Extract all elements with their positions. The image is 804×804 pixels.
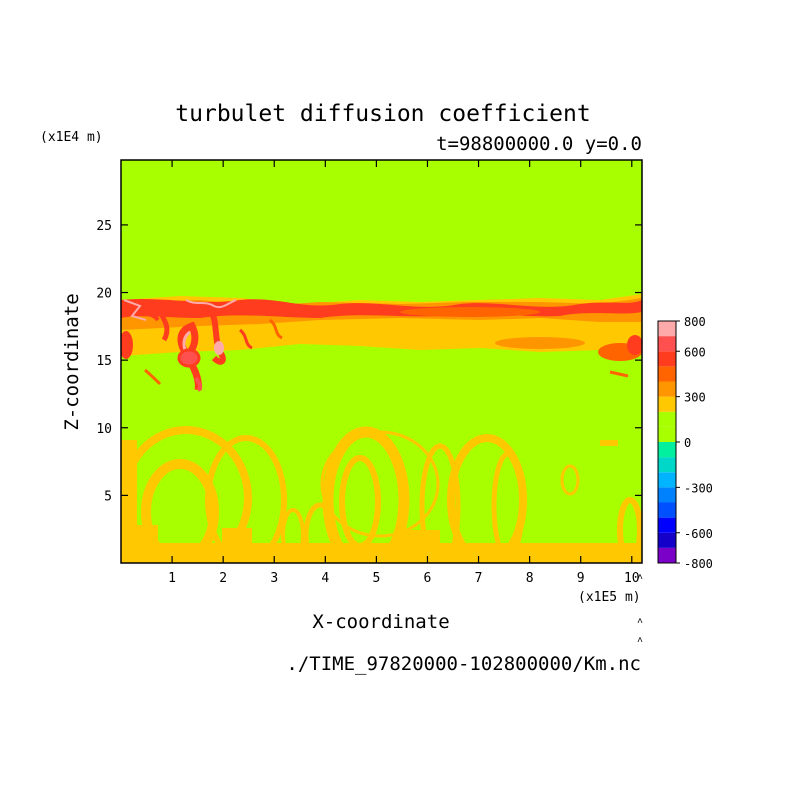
x-tick-label: 1	[168, 571, 176, 586]
y-axis-label: Z-coordinate	[61, 293, 83, 430]
x-tick-label: 10	[624, 571, 640, 586]
y-tick-label: 5	[104, 489, 112, 504]
colorbar-band	[658, 547, 676, 563]
x-tick-label: 2	[219, 571, 227, 586]
y-tick-label: 25	[96, 219, 112, 234]
colorbar-band	[658, 351, 676, 367]
colorbar-tick-label: -600	[684, 527, 713, 541]
colorbar-band	[658, 411, 676, 427]
colorbar-band	[658, 442, 676, 458]
colorbar-band	[658, 426, 676, 442]
colorbar-band	[658, 336, 676, 352]
chart-subtitle: t=98800000.0 y=0.0	[436, 133, 642, 155]
y-axis: 5 10 15 20 25	[96, 219, 642, 504]
convective-plumes	[123, 299, 629, 392]
colorbar-tick-label: 800	[684, 315, 706, 329]
x-axis-label: X-coordinate	[312, 611, 449, 633]
colorbar-tick-label: 600	[684, 345, 706, 359]
file-path: ./TIME_97820000-102800000/Km.nc	[286, 653, 641, 675]
x-unit-label: (x1E5 m)	[578, 590, 641, 605]
lower-boundary-layer	[121, 426, 642, 563]
colorbar-band	[658, 532, 676, 548]
colorbar-band	[658, 517, 676, 533]
y-tick-label: 15	[96, 354, 112, 369]
y-tick-label: 20	[96, 287, 112, 302]
axis-arrow-mark: ˄	[637, 572, 643, 583]
colorbar-band	[658, 381, 676, 397]
chart-title: turbulet diffusion coefficient	[175, 101, 590, 127]
x-axis: 1 2 3 4 5 6 7 8 9 10	[168, 160, 640, 586]
x-tick-label: 3	[270, 571, 278, 586]
y-tick-label: 10	[96, 422, 112, 437]
x-tick-label: 5	[372, 571, 380, 586]
upper-active-layer	[121, 294, 642, 361]
colorbar-tick-label: -800	[684, 557, 713, 571]
x-tick-label: 4	[321, 571, 329, 586]
colorbar-band	[658, 366, 676, 382]
plot-area	[121, 160, 642, 563]
x-tick-label: 8	[526, 571, 534, 586]
x-tick-label: 6	[424, 571, 432, 586]
axis-arrow-mark: ˄	[637, 635, 643, 646]
axis-arrow-mark: ˄	[637, 616, 643, 627]
colorbar-band	[658, 472, 676, 488]
colorbar-band	[658, 321, 676, 337]
colorbar-band	[658, 487, 676, 503]
colorbar-tick-label: 300	[684, 391, 706, 405]
colorbar-band	[658, 502, 676, 518]
colorbar-tick-label: -300	[684, 481, 713, 495]
colorbar-band	[658, 457, 676, 473]
colorbar: 800 600 300 0 -300 -600 -800	[657, 315, 713, 571]
x-tick-label: 7	[475, 571, 483, 586]
x-tick-label: 9	[577, 571, 585, 586]
y-unit-label: (x1E4 m)	[40, 130, 103, 145]
plot-frame	[120, 159, 643, 564]
colorbar-tick-label: 0	[684, 436, 691, 450]
colorbar-band	[658, 396, 676, 412]
